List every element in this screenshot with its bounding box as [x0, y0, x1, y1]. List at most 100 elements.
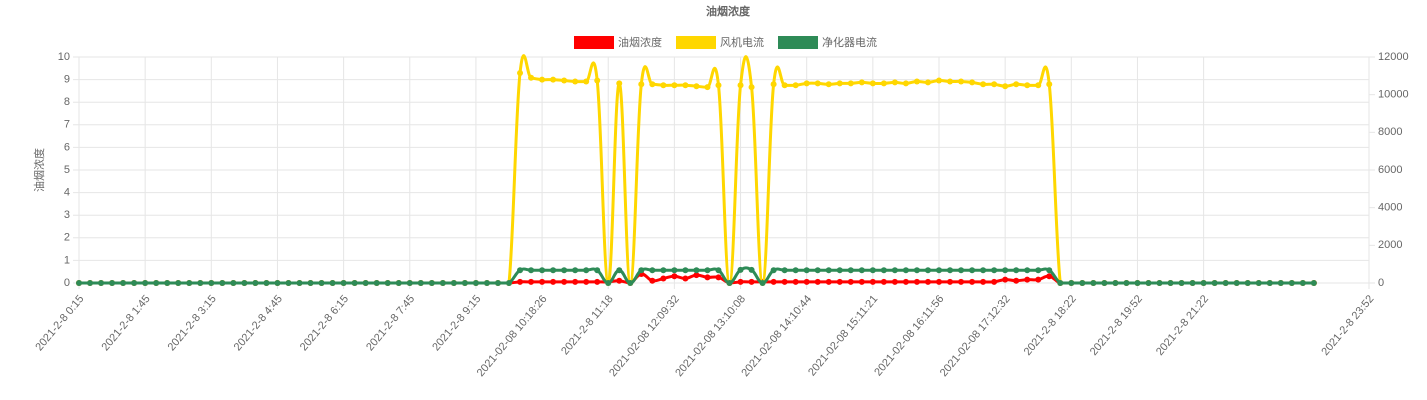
y-tick-label: 8: [64, 96, 70, 108]
data-point: [947, 278, 954, 285]
data-point: [1233, 280, 1240, 286]
data-point: [550, 267, 557, 274]
data-point: [528, 278, 535, 285]
data-point: [1002, 83, 1009, 90]
legend-label: 风机电流: [720, 35, 764, 49]
data-point: [913, 78, 920, 85]
data-point: [1134, 280, 1141, 286]
data-point: [1068, 280, 1075, 286]
x-tick-label: 2021-02-08 17:12:32: [938, 293, 1013, 379]
data-point: [561, 77, 568, 84]
data-point: [649, 81, 656, 88]
data-point: [131, 280, 138, 286]
y-tick-label: 9: [64, 74, 70, 86]
x-tick-label: 2021-2-8 21:22: [1154, 293, 1211, 358]
data-point: [1123, 280, 1130, 286]
x-tick-label: 2021-02-08 16:11:56: [872, 293, 946, 378]
data-point: [693, 267, 700, 274]
data-point: [362, 280, 369, 286]
data-point: [263, 280, 270, 286]
data-point: [969, 79, 976, 86]
data-point: [1079, 280, 1086, 286]
data-point: [1101, 280, 1108, 286]
data-point: [517, 278, 524, 285]
data-point: [704, 84, 711, 91]
data-point: [384, 280, 391, 286]
data-point: [605, 280, 612, 286]
data-point: [539, 267, 546, 274]
data-point: [1035, 276, 1042, 283]
y-tick-label: 1: [64, 254, 70, 266]
data-point: [814, 80, 821, 87]
data-point: [825, 267, 832, 274]
data-point: [660, 82, 667, 89]
data-point: [528, 267, 535, 274]
x-tick-label: 2021-2-8 11:18: [559, 293, 616, 357]
data-point: [517, 70, 524, 77]
data-point: [671, 273, 678, 280]
x-tick-label: 2021-2-8 9:15: [430, 293, 483, 353]
data-point: [572, 267, 579, 274]
data-point: [858, 79, 865, 86]
x-tick-label: 2021-2-8 23:52: [1319, 293, 1376, 358]
data-point: [1178, 280, 1185, 286]
x-tick-label: 2021-02-08 14:10:44: [739, 293, 814, 379]
data-point: [307, 280, 314, 286]
x-tick-label: 2021-02-08 15:11:21: [806, 293, 880, 378]
data-point: [880, 278, 887, 285]
data-point: [748, 84, 755, 91]
data-point: [704, 267, 711, 274]
data-point: [693, 83, 700, 90]
legend-swatch: [676, 36, 716, 49]
data-point: [274, 280, 281, 286]
data-point: [759, 280, 766, 286]
data-point: [737, 278, 744, 285]
data-point: [1189, 280, 1196, 286]
data-point: [164, 280, 171, 286]
data-point: [748, 266, 755, 273]
data-point: [583, 267, 590, 274]
x-tick-label: 2021-02-08 10:18:26: [475, 293, 550, 379]
data-point: [252, 280, 259, 286]
data-point: [1024, 82, 1031, 89]
data-point: [186, 280, 193, 286]
data-point: [715, 267, 722, 274]
data-point: [594, 278, 601, 285]
data-point: [792, 278, 799, 285]
data-point: [969, 278, 976, 285]
y-tick-label: 0: [64, 277, 70, 289]
data-point: [671, 267, 678, 274]
data-point: [517, 267, 524, 274]
data-point: [924, 79, 931, 86]
data-point: [715, 82, 722, 89]
x-tick-label: 2021-2-8 18:22: [1022, 293, 1079, 358]
data-point: [120, 280, 127, 286]
data-point: [958, 78, 965, 85]
data-point: [770, 278, 777, 285]
data-point: [197, 280, 204, 286]
data-point: [991, 278, 998, 285]
data-point: [583, 278, 590, 285]
data-point: [373, 280, 380, 286]
x-tick-label: 2021-2-8 19:52: [1088, 293, 1145, 358]
data-point: [285, 280, 292, 286]
data-point: [693, 272, 700, 279]
data-point: [329, 280, 336, 286]
x-tick-label: 2021-02-08 12:09:32: [607, 293, 682, 379]
data-point: [924, 267, 931, 274]
data-point: [836, 267, 843, 274]
legend-swatch: [574, 36, 614, 49]
data-point: [550, 76, 557, 83]
data-point: [1299, 280, 1306, 286]
data-point: [219, 280, 226, 286]
x-tick-label: 2021-02-08 13:10:08: [673, 293, 748, 379]
data-point: [660, 267, 667, 274]
data-point: [803, 278, 810, 285]
y-tick-label: 6: [64, 141, 70, 153]
data-point: [748, 278, 755, 285]
data-point: [208, 280, 215, 286]
data-point: [781, 82, 788, 89]
data-point: [991, 267, 998, 274]
data-point: [902, 80, 909, 87]
data-point: [958, 278, 965, 285]
